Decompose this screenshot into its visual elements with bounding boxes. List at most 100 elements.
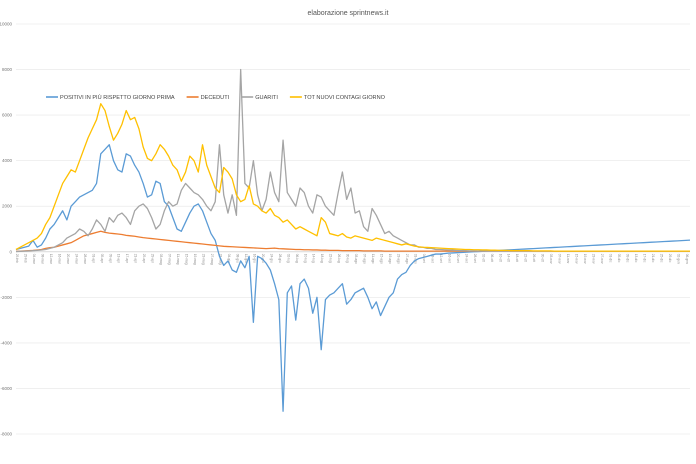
x-tick-label: 25-feb <box>15 254 19 263</box>
x-tick-label: 08-set <box>430 254 434 263</box>
y-tick-label: -6000 <box>0 386 12 391</box>
x-tick-label: 04-mar <box>32 254 36 265</box>
y-tick-label: -4000 <box>0 340 12 345</box>
y-tick-label: 2000 <box>2 204 13 209</box>
x-tick-label: 25-apr <box>142 254 146 264</box>
x-tick-label: 16-mar <box>57 254 61 265</box>
x-tick-label: 30-lug <box>346 254 350 263</box>
x-tick-label: 08-mar <box>40 254 44 265</box>
x-tick-label: 04-set <box>422 254 426 263</box>
x-tick-label: 11-nov <box>566 254 570 264</box>
x-tick-label: 27-nov <box>600 254 604 264</box>
legend-item: GUARITI <box>241 95 278 101</box>
x-tick-label: 22-lug <box>329 254 333 263</box>
x-tick-label: 29-apr <box>151 254 155 264</box>
x-tick-label: 03-mag <box>159 254 163 265</box>
legend-item: DECEDUTI <box>186 95 230 101</box>
y-tick-label: 0 <box>9 249 12 254</box>
x-axis-ticks: 25-feb 29-feb 04-mar 08-mar 12-mar 16-mar 20-m… <box>15 254 689 265</box>
x-tick-label: 24-giu <box>269 254 273 263</box>
x-tick-label: 19-nov <box>583 254 587 264</box>
x-tick-label: 27-ago <box>405 254 409 264</box>
x-tick-label: 23-ago <box>397 254 401 264</box>
x-tick-label: 12-giu <box>244 254 248 263</box>
series-lines <box>15 68 691 412</box>
x-tick-label: 18-ott <box>515 254 519 262</box>
x-tick-label: 29-dic <box>668 254 672 263</box>
y-tick-label: -8000 <box>0 432 12 437</box>
x-tick-label: 05-apr <box>100 254 104 264</box>
x-tick-label: 21-apr <box>134 254 138 264</box>
x-tick-label: 19-mag <box>193 254 197 265</box>
chart-title: elaborazione sprintnews.it <box>308 10 389 17</box>
x-tick-label: 11-mag <box>176 254 180 265</box>
legend-label: DECEDUTI <box>201 95 230 101</box>
x-tick-label: 13-dic <box>634 254 638 263</box>
x-tick-label: 02-lug <box>286 254 290 263</box>
x-tick-label: 04-giu <box>227 254 231 263</box>
x-tick-label: 21-dic <box>651 254 655 263</box>
x-tick-label: 13-apr <box>117 254 121 264</box>
x-tick-label: 18-lug <box>320 254 324 263</box>
x-tick-label: 07-ago <box>363 254 367 264</box>
x-tick-label: 02-ott <box>481 254 485 262</box>
x-tick-label: 29-feb <box>23 254 27 263</box>
x-tick-label: 19-ago <box>388 254 392 264</box>
x-tick-label: 10-ott <box>498 254 502 262</box>
legend-label: TOT NUOVI CONTAGI GIORNO <box>304 95 386 101</box>
x-tick-label: 28-giu <box>278 254 282 263</box>
x-tick-label: 28-set <box>473 254 477 263</box>
y-axis-ticks: -8000 -6000 -4000 -2000 0 2000 4000 6000 8000 100… <box>0 22 12 437</box>
y-tick-label: 8000 <box>2 67 13 72</box>
x-tick-label: 06-lug <box>295 254 299 263</box>
x-tick-label: 03-nov <box>549 254 553 264</box>
legend: POSITIVI IN PIÙ RISPETTO GIORNO PRIMA DEC… <box>46 94 386 101</box>
legend-item: POSITIVI IN PIÙ RISPETTO GIORNO PRIMA <box>46 94 175 101</box>
x-tick-label: 27-mag <box>210 254 214 265</box>
x-tick-label: 01-dic <box>608 254 612 263</box>
x-tick-label: 11-ago <box>371 254 375 264</box>
x-tick-label: 09-dic <box>625 254 629 263</box>
legend-label: GUARITI <box>255 95 278 101</box>
series-line-1 <box>15 144 691 412</box>
x-tick-label: 07-nov <box>558 254 562 264</box>
y-tick-label: 6000 <box>2 113 13 118</box>
x-tick-label: 20-giu <box>261 254 265 263</box>
x-tick-label: 12-mar <box>49 254 53 265</box>
x-tick-label: 28-mar <box>83 254 87 265</box>
x-tick-label: 06-ott <box>490 254 494 262</box>
x-tick-label: 02-gen <box>676 254 680 264</box>
series-line-4 <box>15 103 690 252</box>
x-tick-label: 24-mar <box>74 254 78 265</box>
x-tick-label: 05-dic <box>617 254 621 263</box>
x-tick-label: 06-gen <box>685 254 689 264</box>
legend-label: POSITIVI IN PIÙ RISPETTO GIORNO PRIMA <box>60 94 175 101</box>
x-tick-label: 14-lug <box>312 254 316 263</box>
x-tick-label: 10-lug <box>303 254 307 263</box>
x-tick-label: 17-apr <box>125 254 129 264</box>
x-tick-label: 16-giu <box>252 254 256 263</box>
x-tick-label: 26-ott <box>532 254 536 262</box>
x-tick-label: 09-apr <box>108 254 112 264</box>
x-tick-label: 26-lug <box>337 254 341 263</box>
x-tick-label: 07-mag <box>168 254 172 265</box>
x-tick-label: 14-ott <box>507 254 511 262</box>
x-tick-label: 12-set <box>439 254 443 263</box>
x-tick-label: 22-ott <box>524 254 528 262</box>
x-tick-label: 08-giu <box>235 254 239 263</box>
y-tick-label: 4000 <box>2 158 13 163</box>
x-tick-label: 20-set <box>456 254 460 263</box>
legend-item: TOT NUOVI CONTAGI GIORNO <box>289 95 386 101</box>
y-tick-label: -2000 <box>0 295 12 300</box>
x-tick-label: 15-mag <box>185 254 189 265</box>
x-tick-label: 30-ott <box>541 254 545 262</box>
x-tick-label: 17-dic <box>642 254 646 263</box>
x-tick-label: 31-ago <box>413 254 417 264</box>
x-tick-label: 15-nov <box>575 254 579 264</box>
x-tick-label: 23-nov <box>592 254 596 264</box>
x-tick-label: 01-apr <box>91 254 95 264</box>
x-tick-label: 03-ago <box>354 254 358 264</box>
